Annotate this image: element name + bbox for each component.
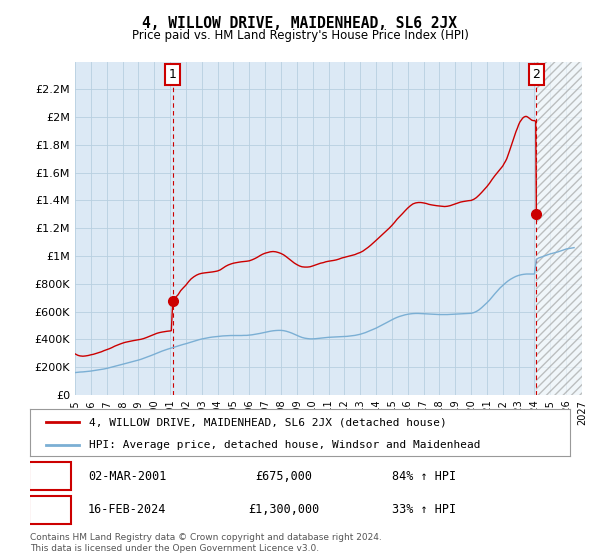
Text: Contains HM Land Registry data © Crown copyright and database right 2024.
This d: Contains HM Land Registry data © Crown c…: [30, 533, 382, 553]
FancyBboxPatch shape: [29, 496, 71, 524]
Text: 4, WILLOW DRIVE, MAIDENHEAD, SL6 2JX (detached house): 4, WILLOW DRIVE, MAIDENHEAD, SL6 2JX (de…: [89, 417, 447, 427]
Text: 2: 2: [532, 68, 541, 81]
Text: 1: 1: [169, 68, 176, 81]
Text: £675,000: £675,000: [255, 469, 312, 483]
Text: 84% ↑ HPI: 84% ↑ HPI: [392, 469, 456, 483]
Bar: [536, 62, 582, 395]
Text: 02-MAR-2001: 02-MAR-2001: [88, 469, 166, 483]
Text: 33% ↑ HPI: 33% ↑ HPI: [392, 503, 456, 516]
Text: £1,300,000: £1,300,000: [248, 503, 319, 516]
FancyBboxPatch shape: [29, 463, 71, 489]
Text: 1: 1: [46, 469, 54, 483]
Text: 4, WILLOW DRIVE, MAIDENHEAD, SL6 2JX: 4, WILLOW DRIVE, MAIDENHEAD, SL6 2JX: [143, 16, 458, 31]
Text: HPI: Average price, detached house, Windsor and Maidenhead: HPI: Average price, detached house, Wind…: [89, 440, 481, 450]
Text: 16-FEB-2024: 16-FEB-2024: [88, 503, 166, 516]
Text: Price paid vs. HM Land Registry's House Price Index (HPI): Price paid vs. HM Land Registry's House …: [131, 29, 469, 42]
Text: 2: 2: [46, 503, 54, 516]
